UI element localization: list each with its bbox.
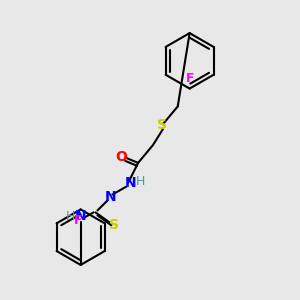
- Text: N: N: [105, 190, 116, 204]
- Text: H: H: [135, 175, 145, 188]
- Text: S: S: [109, 218, 119, 232]
- Text: F: F: [185, 72, 194, 85]
- Text: F: F: [74, 214, 82, 227]
- Text: O: O: [115, 150, 127, 164]
- Text: N: N: [75, 209, 86, 224]
- Text: H: H: [66, 210, 75, 223]
- Text: N: N: [124, 176, 136, 190]
- Text: S: S: [157, 118, 167, 132]
